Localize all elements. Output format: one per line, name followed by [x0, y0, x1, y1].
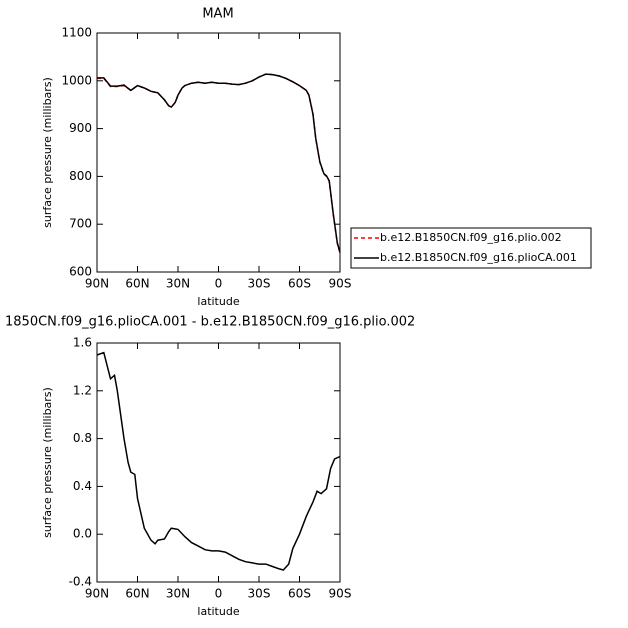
- x-tick-label: 30S: [248, 277, 271, 291]
- x-tick-label: 0: [215, 277, 223, 291]
- x-tick-label: 90N: [85, 277, 109, 291]
- y-tick-label: 900: [69, 121, 92, 135]
- chart-title: 1850CN.f09_g16.plioCA.001 - b.e12.B1850C…: [5, 315, 415, 330]
- data-line: [97, 73, 341, 254]
- x-tick-label: 60N: [125, 587, 149, 601]
- y-tick-label: 1.2: [73, 383, 92, 397]
- y-tick-label: 1000: [61, 73, 92, 87]
- y-tick-label: 700: [69, 217, 92, 231]
- chart-title: MAM: [202, 7, 233, 22]
- x-tick-label: 30N: [166, 277, 190, 291]
- x-tick-label: 60S: [288, 587, 311, 601]
- x-tick-label: 30N: [166, 587, 190, 601]
- data-line: [97, 73, 341, 253]
- y-tick-label: -0.4: [69, 575, 92, 589]
- x-axis-label: latitude: [197, 605, 239, 618]
- x-tick-label: 0: [215, 587, 223, 601]
- y-tick-label: 1100: [61, 26, 92, 40]
- x-tick-label: 90S: [329, 277, 352, 291]
- x-tick-label: 60S: [288, 277, 311, 291]
- y-tick-label: 0.0: [73, 527, 92, 541]
- legend-label: b.e12.B1850CN.f09_g16.plioCA.001: [380, 251, 577, 264]
- y-tick-label: 1.6: [73, 336, 92, 350]
- plot-frame: [96, 342, 341, 583]
- x-tick-label: 90N: [85, 587, 109, 601]
- plot-frame: [96, 32, 341, 273]
- x-tick-label: 30S: [248, 587, 271, 601]
- y-tick-label: 0.4: [73, 479, 92, 493]
- y-axis-label: surface pressure (millibars): [41, 77, 54, 228]
- x-tick-label: 90S: [329, 587, 352, 601]
- legend-box: [350, 227, 592, 269]
- x-tick-label: 60N: [125, 277, 149, 291]
- y-tick-label: 0.8: [73, 431, 92, 445]
- y-axis-label: surface pressure (millibars): [41, 387, 54, 538]
- y-tick-label: 800: [69, 169, 92, 183]
- y-tick-label: 600: [69, 265, 92, 279]
- legend-label: b.e12.B1850CN.f09_g16.plio.002: [380, 231, 562, 244]
- x-axis-label: latitude: [197, 295, 239, 308]
- data-line: [96, 351, 341, 571]
